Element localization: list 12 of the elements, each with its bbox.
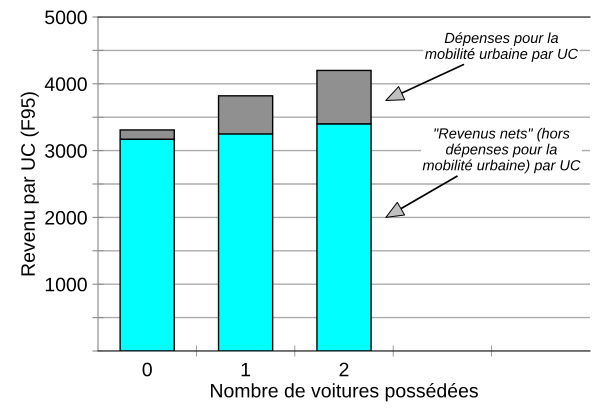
- annotation: "Revenus nets" (hors dépenses pour la mobilité urbaine) par UC: [422, 128, 581, 174]
- y-tick-label: 4000: [44, 77, 87, 92]
- y-tick-label: 1000: [46, 278, 87, 292]
- x-tick-label: 2: [340, 362, 348, 376]
- x-tick-label: 0: [142, 362, 152, 376]
- y-tick-label: 5000: [45, 10, 87, 24]
- x-tick-label: 1: [242, 362, 250, 376]
- annotation: Dépenses pour la mobilité urbaine par UC: [425, 32, 578, 62]
- y-tick-label: 3000: [45, 144, 87, 158]
- y-axis-title: Revenu par UC (F95): [20, 92, 39, 276]
- x-axis-title: Nombre de voitures possédées: [211, 383, 478, 402]
- y-tick-label: 2000: [45, 210, 87, 225]
